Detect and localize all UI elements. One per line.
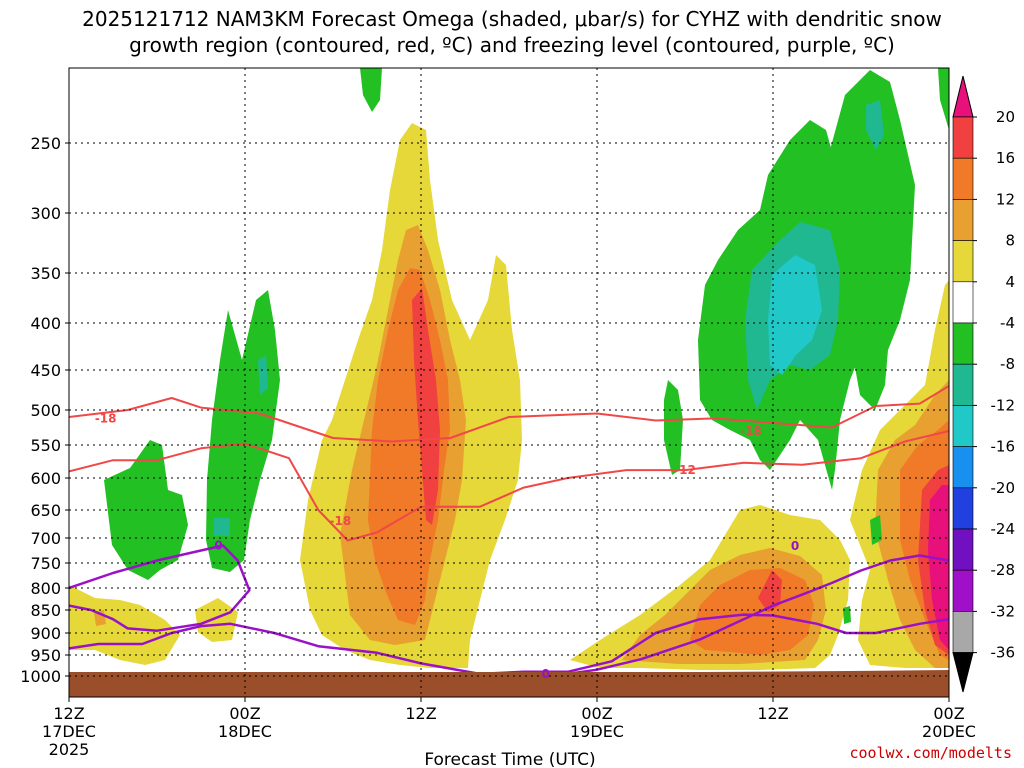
contour-freezing-level-upper [69, 544, 251, 632]
colorbar-band-cm32_m28 [952, 569, 974, 612]
x-tick-label-60-line1: 00Z [933, 704, 964, 723]
omega-region-green-right-upper [820, 70, 915, 410]
y-tick-label-350: 350 [30, 264, 61, 283]
omega-region-yellow-left-bottom-2 [195, 598, 238, 642]
y-tick-label-850: 850 [30, 601, 61, 620]
x-axis-title: Forecast Time (UTC) [424, 750, 595, 768]
omega-region-green-right-edge [938, 68, 949, 130]
colorbar: 20 16 12 8 4 -4 -8 -12 -16 -20 -24 -28 -32 -36 [952, 75, 1016, 693]
chart-title-line2: growth region (contoured, red, ºC) and f… [129, 33, 895, 57]
omega-region-magenta-right-edge [928, 485, 949, 650]
colorbar-label-12: -32 [991, 602, 1016, 620]
contour-label-dgz-minus18-upper: -18 [95, 411, 117, 425]
colorbar-band-cm12_m8 [952, 363, 974, 406]
omega-region-cyan-left [258, 355, 268, 395]
omega-region-cyan-right [768, 255, 822, 375]
colorbar-band-cm16_m12 [952, 405, 974, 447]
y-tick-label-1000: 1000 [20, 667, 61, 686]
omega-region-teal-left-small [214, 518, 230, 536]
colorbar-band-cm24_m20 [952, 487, 974, 530]
y-tick-label-800: 800 [30, 579, 61, 598]
colorbar-band-cm8_m4 [952, 322, 974, 365]
y-tick-label-650: 650 [30, 501, 61, 520]
colorbar-band-cm20_m16 [952, 446, 974, 489]
omega-region-red-central [412, 288, 440, 525]
contour-label-dgz-label-minus18-right: -18 [740, 424, 762, 438]
colorbar-band-c4_8 [952, 240, 974, 283]
contour-dgz-minus18-upper [69, 385, 949, 443]
contour-label-freezing-level-lower: 0 [541, 667, 549, 681]
omega-region-green-upper-left [360, 68, 382, 112]
colorbar-label-1: 16 [996, 149, 1015, 167]
x-tick-label-60-line2: 20DEC [922, 722, 976, 741]
omega-region-teal-right-top [866, 100, 884, 150]
colorbar-triangle-bottom [952, 652, 974, 693]
y-tick-label-450: 450 [30, 361, 61, 380]
y-axis-ticks: 250 300 350 400 450 500 550 600 650 700 750 800 850 9… [20, 134, 69, 686]
contour-label-dgz-label-minus18-mid: -18 [329, 514, 351, 528]
omega-region-green-far-left [104, 440, 188, 580]
colorbar-band-c16_20 [952, 116, 974, 159]
contour-label-dgz-minus12-lower: -12 [674, 463, 696, 477]
omega-region-green-right-tiny [843, 606, 851, 624]
y-tick-label-300: 300 [30, 204, 61, 223]
contour-label-freezing-level-mid: 0 [791, 539, 799, 553]
colorbar-label-8: -16 [991, 438, 1016, 456]
x-tick-label-24-line1: 12Z [405, 704, 436, 723]
y-tick-label-550: 550 [30, 436, 61, 455]
y-tick-label-750: 750 [30, 554, 61, 573]
colorbar-label-9: -20 [991, 479, 1016, 497]
plot-frame [68, 67, 950, 698]
contour-lines [69, 385, 949, 678]
colorbar-label-13: -36 [991, 644, 1016, 662]
y-tick-label-250: 250 [30, 134, 61, 153]
y-tick-label-500: 500 [30, 401, 61, 420]
colorbar-band-cm28_m24 [952, 528, 974, 571]
x-tick-label-36-line1: 00Z [581, 704, 612, 723]
x-tick-label-0-line3: 2025 [49, 740, 90, 759]
omega-region-green-right-mid [870, 515, 882, 545]
colorbar-label-6: -8 [1000, 355, 1015, 373]
colorbar-band-cm4_4 [952, 281, 974, 324]
colorbar-label-7: -12 [991, 396, 1016, 414]
contour-dgz-minus12-lower [69, 430, 949, 542]
y-tick-label-900: 900 [30, 624, 61, 643]
pressure-gridlines [69, 142, 949, 677]
omega-shading [69, 68, 949, 670]
y-tick-label-400: 400 [30, 314, 61, 333]
x-tick-label-12-line1: 00Z [229, 704, 260, 723]
colorbar-band-cm36_m32 [952, 611, 974, 653]
contour-labels: -18 -12 -18 -18 0 0 0 [95, 411, 799, 681]
colorbar-label-2: 12 [996, 190, 1015, 208]
colorbar-band-c8_12 [952, 199, 974, 241]
contour-label-freezing-level-upper: 0 [214, 539, 222, 553]
colorbar-label-3: 8 [1005, 232, 1015, 250]
x-tick-label-0-line2: 17DEC [42, 722, 96, 741]
credit-text: coolwx.com/modelts [849, 744, 1012, 762]
colorbar-label-5: -4 [1000, 314, 1015, 332]
colorbar-label-4: 4 [1005, 273, 1015, 291]
ground-surface-top-edge [69, 670, 949, 685]
colorbar-label-10: -24 [991, 520, 1016, 538]
x-tick-label-12-line2: 18DEC [218, 722, 272, 741]
colorbar-triangle-top [952, 75, 974, 118]
contour-freezing-level-mid [552, 554, 949, 678]
contour-freezing-level-lower [69, 613, 949, 676]
y-tick-label-600: 600 [30, 469, 61, 488]
omega-region-red-right [758, 570, 782, 612]
y-tick-label-950: 950 [30, 646, 61, 665]
chart-title-line1: 2025121712 NAM3KM Forecast Omega (shaded… [82, 7, 942, 31]
x-tick-label-48-line1: 12Z [757, 704, 788, 723]
colorbar-band-c12_16 [952, 157, 974, 200]
colorbar-label-11: -28 [991, 561, 1016, 579]
x-tick-label-36-line2: 19DEC [570, 722, 624, 741]
colorbar-label-0: 20 [996, 108, 1015, 126]
omega-region-green-right-small [664, 380, 683, 475]
x-tick-label-0-line1: 12Z [53, 704, 84, 723]
y-tick-label-700: 700 [30, 529, 61, 548]
